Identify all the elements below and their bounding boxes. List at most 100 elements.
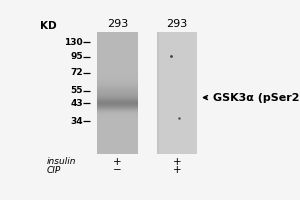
Bar bbox=[98, 42, 138, 43]
Bar bbox=[98, 148, 138, 149]
Bar bbox=[98, 57, 138, 58]
Bar bbox=[98, 40, 138, 41]
Bar bbox=[98, 99, 138, 100]
Bar bbox=[98, 121, 138, 122]
Bar bbox=[98, 45, 138, 46]
Text: +: + bbox=[113, 157, 122, 167]
Bar bbox=[98, 54, 138, 55]
Bar bbox=[98, 136, 138, 137]
Bar bbox=[98, 128, 138, 129]
Bar bbox=[158, 32, 159, 154]
Bar bbox=[98, 50, 138, 51]
Bar bbox=[98, 36, 138, 37]
Bar bbox=[98, 105, 138, 106]
Bar bbox=[98, 98, 138, 99]
Bar bbox=[158, 32, 159, 154]
Bar bbox=[98, 69, 138, 70]
Bar bbox=[98, 115, 138, 116]
Bar bbox=[98, 60, 138, 61]
Bar bbox=[98, 133, 138, 134]
Bar bbox=[158, 32, 159, 154]
Bar bbox=[158, 32, 159, 154]
Bar bbox=[98, 72, 138, 73]
Text: insulin: insulin bbox=[47, 157, 76, 166]
Bar bbox=[98, 134, 138, 135]
Bar bbox=[98, 74, 138, 75]
Bar bbox=[98, 96, 138, 97]
Bar bbox=[158, 32, 159, 154]
Bar bbox=[98, 68, 138, 69]
Bar bbox=[98, 109, 138, 110]
Bar bbox=[98, 152, 138, 153]
Bar bbox=[98, 62, 138, 63]
Text: 55: 55 bbox=[70, 86, 83, 95]
Bar bbox=[98, 82, 138, 83]
Bar bbox=[98, 61, 138, 62]
Bar bbox=[98, 130, 138, 131]
Bar bbox=[98, 105, 138, 106]
Bar bbox=[98, 55, 138, 56]
Bar bbox=[98, 35, 138, 36]
Text: GSK3α (pSer21): GSK3α (pSer21) bbox=[213, 93, 300, 103]
Bar bbox=[98, 151, 138, 152]
Bar bbox=[98, 113, 138, 114]
Text: +: + bbox=[173, 157, 181, 167]
Bar bbox=[98, 103, 138, 104]
Bar bbox=[98, 147, 138, 148]
Bar bbox=[98, 66, 138, 67]
Bar bbox=[158, 32, 159, 154]
Bar bbox=[98, 75, 138, 76]
Bar bbox=[98, 85, 138, 86]
Bar bbox=[98, 48, 138, 49]
Bar bbox=[98, 33, 138, 34]
Bar bbox=[98, 120, 138, 121]
Bar bbox=[98, 79, 138, 80]
Bar bbox=[158, 32, 159, 154]
Bar bbox=[98, 140, 138, 141]
Bar bbox=[98, 89, 138, 90]
Bar bbox=[98, 41, 138, 42]
Bar bbox=[98, 63, 138, 64]
Bar bbox=[98, 114, 138, 115]
Bar bbox=[98, 32, 138, 33]
Bar bbox=[98, 60, 138, 61]
Bar bbox=[98, 78, 138, 79]
Bar bbox=[98, 102, 138, 103]
Bar bbox=[98, 92, 138, 93]
Bar bbox=[98, 139, 138, 140]
Bar bbox=[98, 46, 138, 47]
Bar bbox=[98, 82, 138, 83]
Bar bbox=[98, 146, 138, 147]
Bar bbox=[98, 39, 138, 40]
Bar bbox=[98, 145, 138, 146]
Bar bbox=[98, 84, 138, 85]
Bar bbox=[98, 106, 138, 107]
Text: +: + bbox=[173, 165, 181, 175]
Text: 72: 72 bbox=[70, 68, 83, 77]
Bar bbox=[98, 149, 138, 150]
Bar bbox=[98, 49, 138, 50]
Bar bbox=[98, 67, 138, 68]
Bar bbox=[98, 141, 138, 142]
Bar bbox=[98, 123, 138, 124]
Bar bbox=[98, 34, 138, 35]
Bar bbox=[98, 63, 138, 64]
Bar bbox=[98, 91, 138, 92]
Bar bbox=[98, 141, 138, 142]
Bar bbox=[98, 85, 138, 86]
Bar bbox=[98, 95, 138, 96]
Bar bbox=[98, 122, 138, 123]
Text: KD: KD bbox=[40, 21, 56, 31]
Bar bbox=[98, 153, 138, 154]
Bar bbox=[98, 46, 138, 47]
Bar bbox=[98, 147, 138, 148]
Bar bbox=[157, 32, 159, 154]
Bar bbox=[157, 32, 159, 154]
Bar bbox=[98, 97, 138, 98]
Bar bbox=[98, 57, 138, 58]
Text: 130: 130 bbox=[64, 38, 83, 47]
Bar bbox=[98, 129, 138, 130]
Bar bbox=[158, 32, 159, 154]
Bar bbox=[98, 110, 138, 111]
Bar bbox=[98, 125, 138, 126]
